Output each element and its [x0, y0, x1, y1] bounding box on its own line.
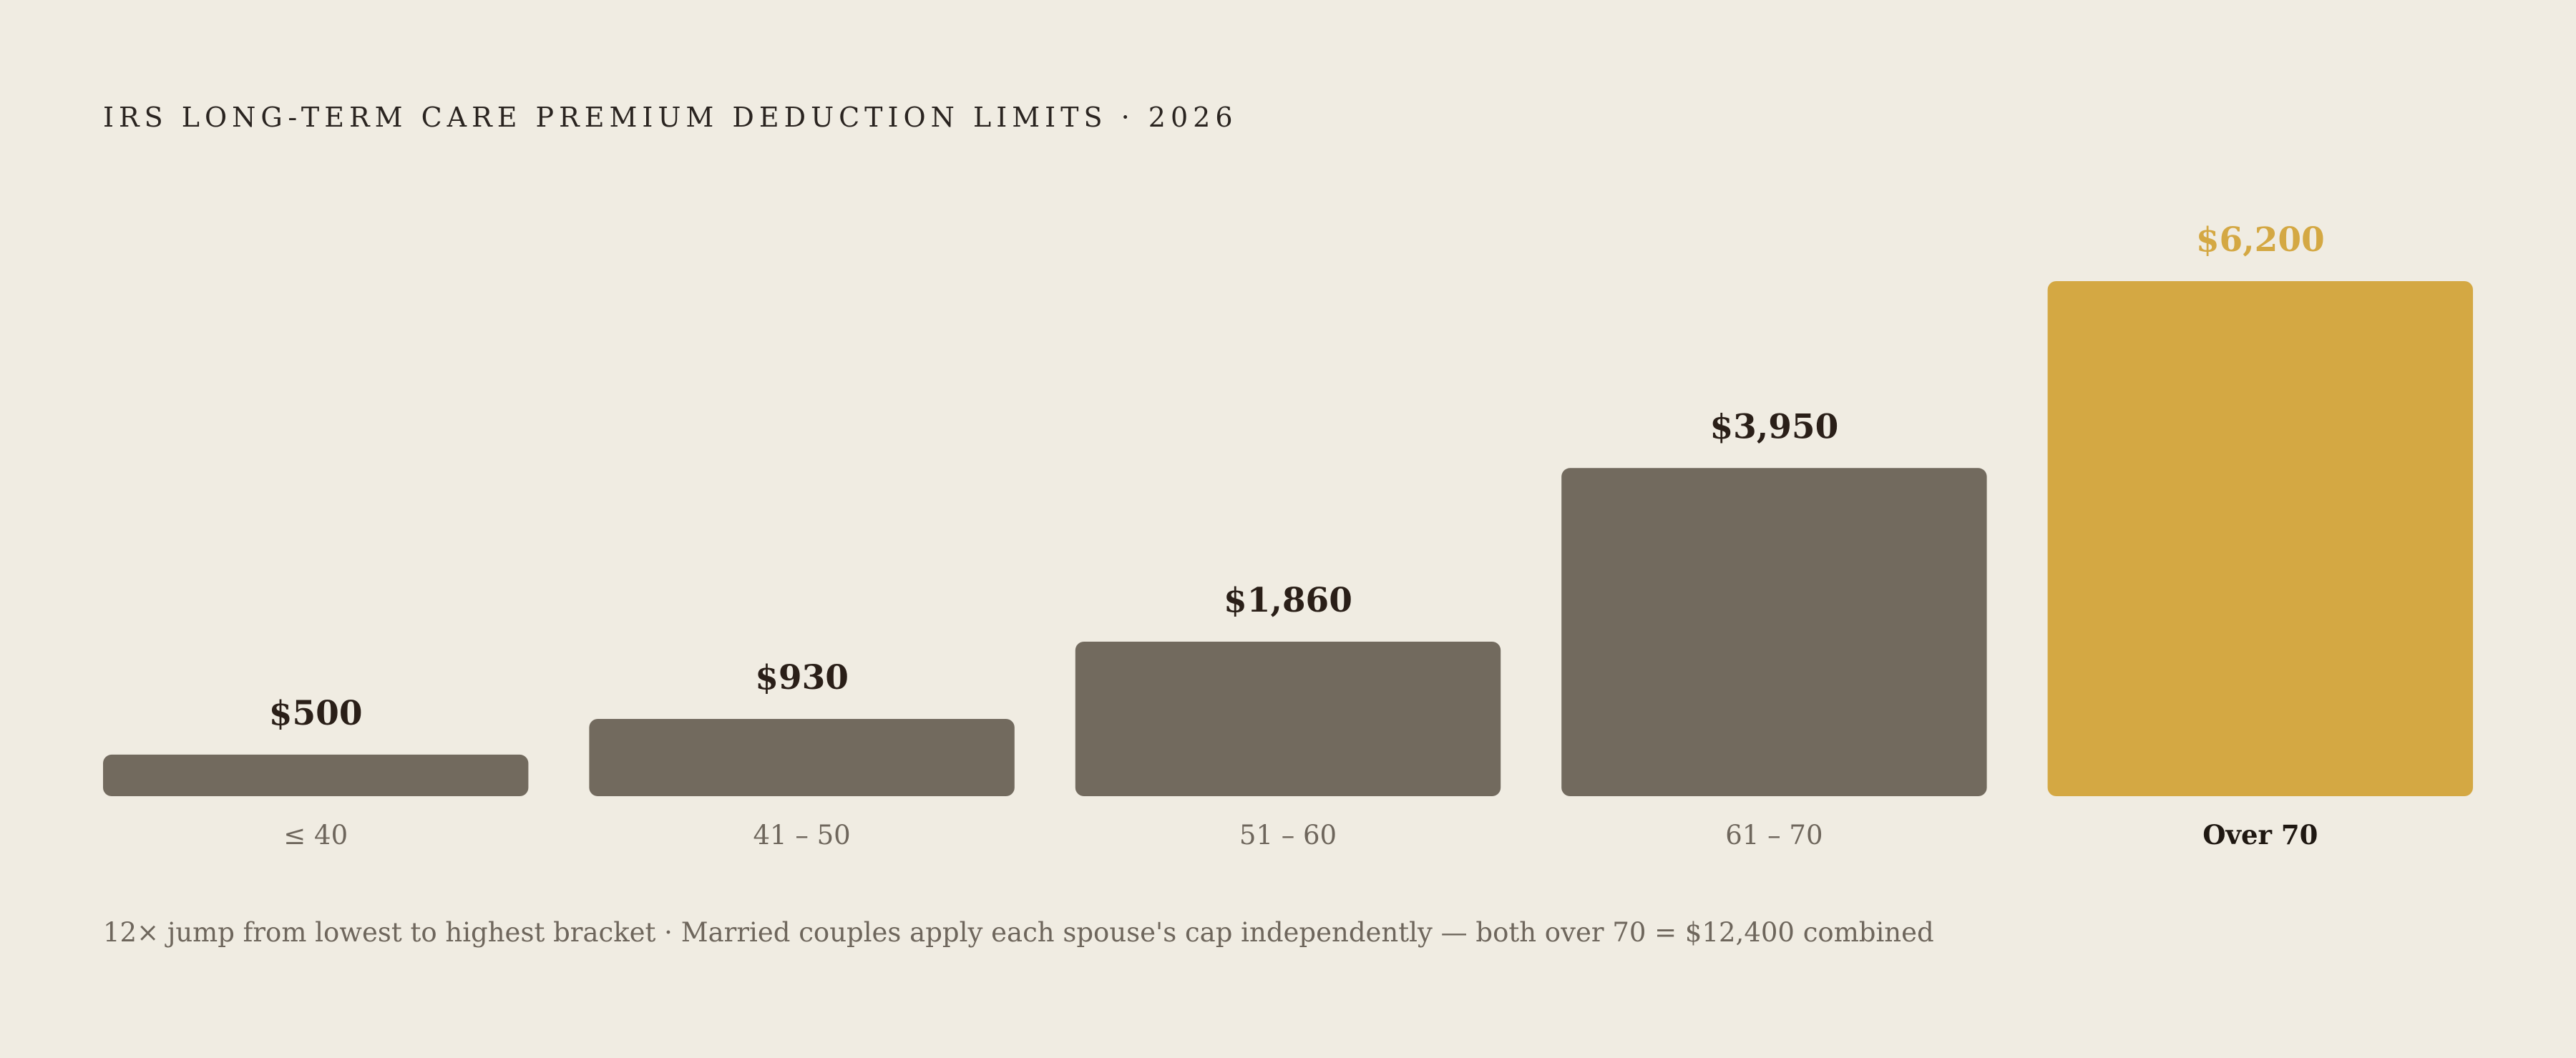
value-label-1: $500	[269, 694, 363, 733]
bar-3	[1075, 642, 1501, 796]
category-label-2: 41 – 50	[753, 820, 851, 851]
bar-4	[1561, 468, 1987, 796]
bar-5	[2047, 281, 2473, 796]
category-label-3: 51 – 60	[1239, 820, 1337, 851]
chart-footnote: 12× jump from lowest to highest bracket …	[103, 917, 1934, 948]
value-label-3: $1,860	[1224, 581, 1352, 620]
value-label-4: $3,950	[1709, 407, 1838, 446]
value-label-5: $6,200	[2196, 220, 2325, 260]
bar-1	[103, 754, 529, 796]
bars-layer	[103, 281, 2473, 796]
value-label-2: $930	[755, 658, 849, 697]
category-label-1: ≤ 40	[283, 820, 348, 851]
bar-2	[589, 719, 1015, 796]
chart-title: IRS LONG-TERM CARE PREMIUM DEDUCTION LIM…	[103, 102, 1238, 133]
category-label-5: Over 70	[2202, 819, 2318, 851]
category-label-4: 61 – 70	[1725, 820, 1823, 851]
labels-layer: $500 ≤ 40 $930 41 – 50 $1,860 51 – 60 $3,950 61…	[269, 220, 2325, 851]
